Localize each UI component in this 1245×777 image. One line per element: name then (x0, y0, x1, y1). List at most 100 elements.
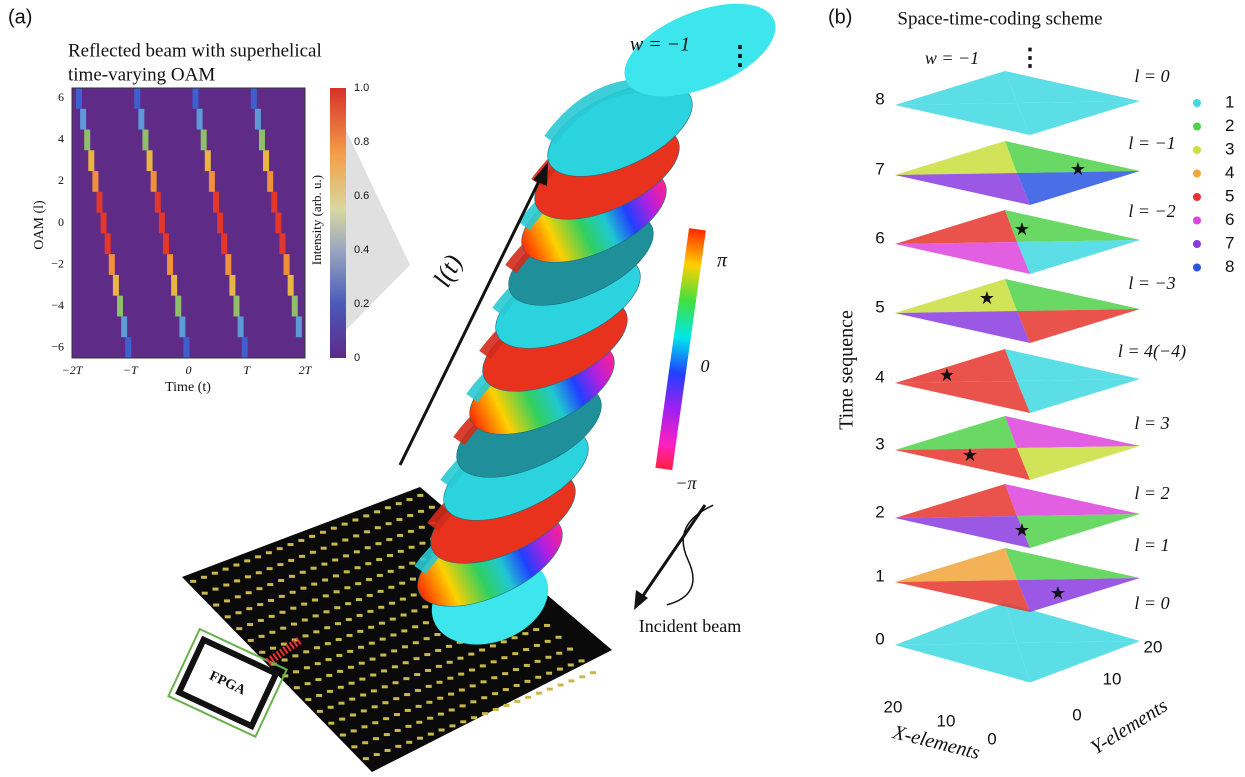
unit-cell (280, 626, 287, 630)
unit-cell (397, 549, 404, 553)
unit-cell (416, 720, 423, 724)
heatmap-cell (204, 150, 211, 172)
unit-cell (381, 685, 388, 689)
unit-cell (301, 602, 308, 606)
unit-cell (288, 558, 295, 562)
unit-cell (394, 728, 401, 732)
unit-cell (234, 595, 241, 599)
unit-cell (523, 663, 530, 667)
star-marker: ★ (979, 288, 995, 308)
unit-cell (435, 664, 442, 668)
unit-cell (269, 630, 276, 634)
unit-cell (353, 534, 360, 538)
unit-cell (293, 670, 300, 674)
heatmap-cell (254, 108, 261, 130)
layer-oam-label: l = 4(−4) (1118, 341, 1186, 362)
unit-cell (316, 709, 323, 713)
unit-cell (235, 611, 242, 615)
phase-tick: π (717, 250, 728, 272)
heatmap-cell (150, 171, 157, 192)
coding-sector (895, 103, 1030, 135)
y-tick-label: 0 (1072, 705, 1081, 724)
ellipsis: ⋮ (1018, 46, 1042, 72)
coding-sector (1017, 578, 1140, 612)
x-tick-label: 0 (987, 729, 996, 748)
star-marker: ★ (1070, 159, 1086, 179)
coding-sector (1005, 279, 1140, 311)
layer-oam-label: l = −2 (1128, 201, 1175, 221)
unit-cell (373, 753, 380, 757)
unit-cell (301, 618, 308, 622)
unit-cell (279, 610, 286, 614)
unit-cell (404, 708, 411, 712)
arrow-head (533, 162, 548, 186)
unit-cell (311, 598, 318, 602)
x-tick-label: 2T (299, 363, 313, 377)
unit-cell (447, 676, 454, 680)
unit-cell (436, 680, 443, 684)
unit-cell (523, 648, 530, 652)
unit-cell (545, 655, 552, 659)
unit-cell (335, 638, 342, 642)
unit-cell (390, 633, 397, 637)
unit-cell (386, 538, 393, 542)
unit-cell (384, 748, 391, 752)
heatmap-cell (146, 150, 153, 172)
unit-cell (265, 551, 272, 555)
unit-cell (246, 607, 253, 611)
legend-swatch (1193, 99, 1201, 107)
unit-cell (280, 642, 287, 646)
unit-cell (387, 569, 394, 573)
legend-label: 7 (1225, 233, 1234, 252)
ellipsis: ⋮ (727, 41, 753, 70)
metasurface-board (182, 487, 612, 772)
unit-cell (245, 591, 252, 595)
unit-cell (357, 629, 364, 633)
unit-cell (423, 637, 430, 641)
superhelix (414, 3, 776, 645)
unit-cell (401, 645, 408, 649)
unit-cell (370, 689, 377, 693)
unit-cell (374, 526, 381, 530)
unit-cell (367, 609, 374, 613)
heatmap-cell (225, 254, 232, 275)
unit-cell (344, 586, 351, 590)
unit-cell (332, 574, 339, 578)
unit-cell (428, 505, 435, 509)
unit-cell (256, 587, 263, 591)
unit-cell (266, 567, 273, 571)
heatmap-cell (200, 129, 207, 151)
unit-cell (288, 574, 295, 578)
unit-cell (360, 709, 367, 713)
unit-cell (337, 685, 344, 689)
unit-cell (343, 570, 350, 574)
heatmap-cell (84, 129, 91, 151)
unit-cell (362, 757, 369, 761)
heatmap-cell (208, 171, 215, 192)
unit-cell (255, 571, 262, 575)
layer-oam-label: l = −3 (1128, 273, 1175, 293)
unit-cell (323, 610, 330, 614)
unit-cell (413, 657, 420, 661)
oam-axis-label: l(t) (428, 250, 469, 292)
legend-swatch (1193, 240, 1201, 248)
unit-cell (330, 526, 337, 530)
unit-cell (434, 633, 441, 637)
unit-cell (391, 665, 398, 669)
unit-cell (336, 653, 343, 657)
heatmap-cell (233, 295, 240, 317)
unit-cell (349, 713, 356, 717)
unit-cell (368, 641, 375, 645)
unit-cell (224, 599, 231, 603)
colorbar-tick-label: 0 (354, 352, 360, 364)
unit-cell (342, 538, 349, 542)
x-tick-label: −T (123, 363, 139, 377)
unit-cell (338, 701, 345, 705)
unit-cell (328, 721, 335, 725)
heatmap-cell (279, 233, 286, 255)
unit-cell (268, 614, 275, 618)
y-tick-label: −6 (51, 339, 64, 353)
unit-cell (292, 654, 299, 658)
heatmap-cell (250, 88, 257, 109)
unit-cell (404, 693, 411, 697)
